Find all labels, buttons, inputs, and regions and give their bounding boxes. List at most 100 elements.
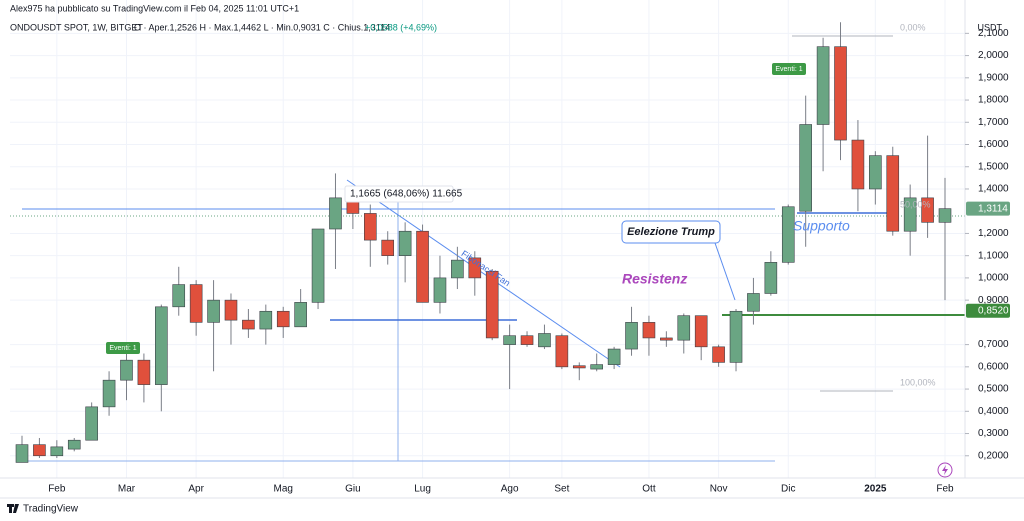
fib-fan-line xyxy=(346,179,621,368)
footer-brand: TradingView xyxy=(23,504,79,515)
candle-body xyxy=(451,259,464,279)
y-tick-label: 1,0000 xyxy=(978,273,1009,284)
candle-body xyxy=(102,379,116,408)
candle-body xyxy=(33,444,46,457)
candle-body xyxy=(538,333,551,348)
candle-body xyxy=(329,197,342,230)
y-tick-label: 0,4000 xyxy=(978,406,1009,417)
candle-body xyxy=(172,284,186,308)
candle-body xyxy=(85,406,98,441)
fib-label: 0,00% xyxy=(900,22,926,32)
candle-body xyxy=(242,319,255,330)
candle-body xyxy=(364,213,377,241)
resistance-label: Resistenz xyxy=(622,271,687,287)
candle-body xyxy=(67,439,81,450)
flash-icon[interactable] xyxy=(937,462,953,478)
y-tick-label: 0,5000 xyxy=(978,384,1009,395)
y-tick-label: 2,0000 xyxy=(978,50,1009,61)
tv-logo xyxy=(7,504,19,513)
x-tick-label: Feb xyxy=(936,484,954,495)
candle-body xyxy=(485,270,499,339)
flash-icon-glyph xyxy=(942,465,948,475)
candle-body xyxy=(15,444,29,463)
candle-body xyxy=(572,365,586,369)
candle-body xyxy=(816,46,830,125)
candle-body xyxy=(677,315,691,341)
price-badge xyxy=(966,201,1010,216)
candle-body xyxy=(276,310,290,328)
event-badge xyxy=(106,342,140,354)
callout xyxy=(621,220,721,244)
candle-body xyxy=(607,348,621,365)
x-tick-label: Lug xyxy=(414,484,431,495)
x-tick-label: Ott xyxy=(642,484,656,495)
y-tick-label: 1,6000 xyxy=(978,139,1009,150)
candle-body xyxy=(938,208,952,223)
x-tick-label: Giu xyxy=(345,484,361,495)
candle-body xyxy=(869,155,882,190)
ohlc: O · Aper.1,2526 H · Max.1,4462 L · Min.0… xyxy=(134,22,390,32)
event-label: Eventi: 1 xyxy=(109,345,136,352)
candle-body xyxy=(555,335,569,368)
candle-body xyxy=(660,337,673,341)
y-tick-label: 0,2000 xyxy=(978,450,1009,461)
x-tick-label: Set xyxy=(554,484,569,495)
candle-body xyxy=(712,346,725,363)
candle-body xyxy=(433,277,447,303)
candle-body xyxy=(764,262,778,294)
x-tick-label: Mar xyxy=(118,484,136,495)
candle-body xyxy=(416,230,429,303)
change: +0,0588 (+4,69%) xyxy=(365,22,437,32)
candle-body xyxy=(781,206,795,263)
candle-body xyxy=(311,228,325,303)
y-tick-label: 1,4000 xyxy=(978,184,1009,195)
measure-label: 1,1665 (648,06%) 11.665 xyxy=(350,189,463,200)
x-tick-label: Nov xyxy=(710,484,728,495)
candle-body xyxy=(694,315,708,348)
candle-body xyxy=(468,257,482,279)
candle-body xyxy=(834,46,847,141)
y-tick-label: 1,5000 xyxy=(978,161,1009,172)
price-badge-label: 0,8520 xyxy=(978,305,1009,316)
candle-body xyxy=(886,155,900,232)
unit: USDT xyxy=(978,22,1003,32)
candle-body xyxy=(398,230,412,256)
x-tick-label: Ago xyxy=(501,484,519,495)
publisher: Alex975 ha pubblicato su TradingView.com… xyxy=(10,3,299,13)
x-tick-label: Mag xyxy=(273,484,292,495)
candles xyxy=(15,22,952,463)
callout-label: Eelezione Trump xyxy=(627,226,715,238)
support-label: Supporto xyxy=(793,218,850,234)
y-tick-label: 1,1000 xyxy=(978,250,1009,261)
candle-body xyxy=(625,322,638,350)
measure-box xyxy=(344,185,454,203)
y-tick-label: 1,2000 xyxy=(978,228,1009,239)
x-tick-label: 2025 xyxy=(864,484,887,495)
candle-body xyxy=(50,446,64,457)
candle-body xyxy=(155,306,168,385)
event-label: Eventi: 1 xyxy=(775,66,802,73)
y-tick-label: 1,9000 xyxy=(978,72,1009,83)
y-tick-label: 0,6000 xyxy=(978,361,1009,372)
y-tick-label: 1,8000 xyxy=(978,95,1009,106)
candle-body xyxy=(747,293,760,312)
symbol: ONDOUSDT SPOT, 1W, BITGET xyxy=(10,22,143,32)
candle-body xyxy=(120,359,133,381)
candle-body xyxy=(259,310,273,330)
x-tick-label: Feb xyxy=(48,484,66,495)
y-tick-label: 2,1000 xyxy=(978,28,1009,39)
candle-body xyxy=(520,335,534,345)
price-badge xyxy=(966,303,1010,318)
candle-body xyxy=(903,197,917,232)
candle-body xyxy=(294,302,307,328)
fib-label: 100,00% xyxy=(900,377,936,387)
candle-body xyxy=(642,322,656,339)
y-tick-label: 0,7000 xyxy=(978,339,1009,350)
candle-body xyxy=(503,335,516,345)
candle-body xyxy=(137,359,151,385)
fib-label: 50,00% xyxy=(900,199,931,209)
candle-body xyxy=(207,299,220,323)
candle-body xyxy=(189,284,203,323)
